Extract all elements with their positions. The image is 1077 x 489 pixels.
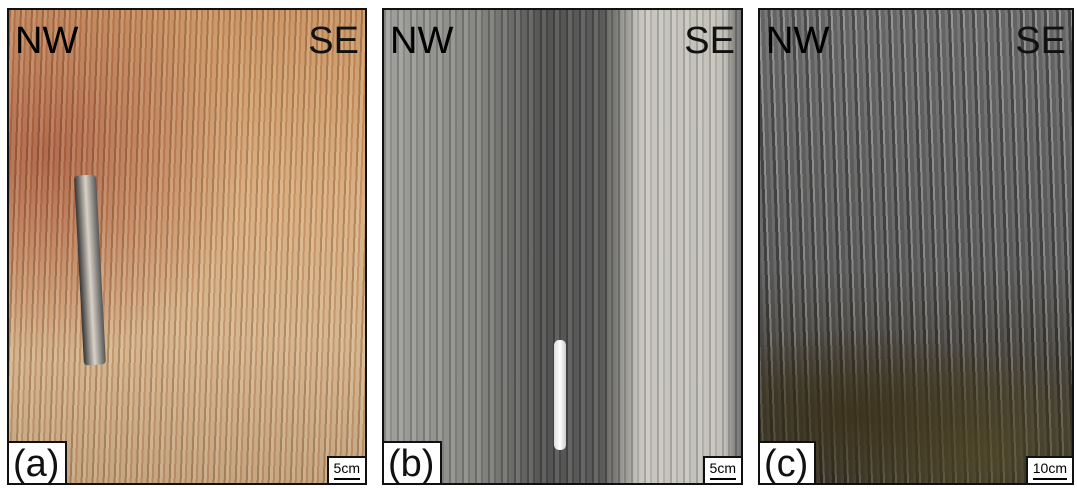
scale-text: 5cm: [710, 460, 736, 476]
scale-text: 10cm: [1033, 460, 1067, 476]
direction-left: NW: [15, 22, 78, 60]
pen: [74, 175, 106, 366]
direction-right: SE: [684, 22, 735, 60]
photo-panel: NW SE (b) 5cm: [382, 8, 743, 485]
direction-left: NW: [766, 22, 829, 60]
photo-panel: NW SE (a) 5cm: [7, 8, 367, 485]
scale-bar: 5cm: [327, 456, 365, 483]
direction-right: SE: [308, 22, 359, 60]
scale-text: 5cm: [334, 460, 360, 476]
panel-label: (c): [760, 441, 816, 483]
scale-bar: 10cm: [1026, 456, 1072, 483]
scale-object: [554, 340, 566, 450]
panel-label: (a): [9, 441, 67, 483]
panel-label: (b): [384, 441, 442, 483]
scale-bar: 5cm: [703, 456, 741, 483]
direction-right: SE: [1015, 22, 1066, 60]
photo-panel: NW SE (c) 10cm: [758, 8, 1074, 485]
figure: NW SE (a) 5cm NW SE (b) 5cm NW SE (c) 10…: [0, 0, 1077, 489]
direction-left: NW: [390, 22, 453, 60]
